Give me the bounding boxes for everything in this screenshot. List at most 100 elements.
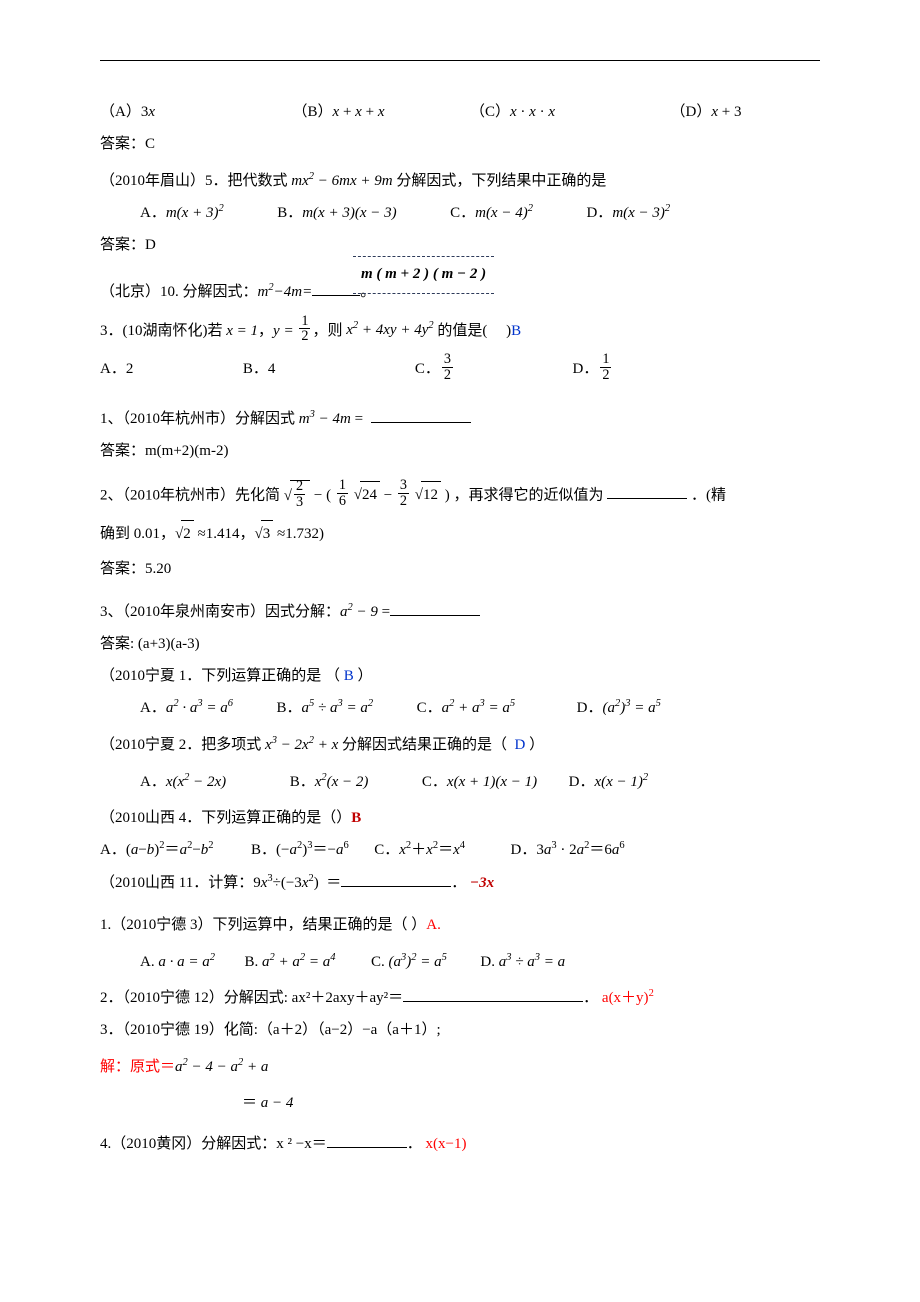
nx2-C-lead: C． — [422, 774, 447, 790]
nx1-answer: B — [344, 668, 354, 684]
nx1-options: A．a2 · a3 = a6 B．a5 ÷ a3 = a2 C．a2 + a3 … — [100, 694, 820, 723]
q0-D-lead: （D） — [671, 104, 712, 120]
nd3-answer: A. — [426, 917, 441, 933]
huaihua-C-lead: C． — [415, 361, 440, 377]
hz2-f1n: 2 — [294, 479, 305, 494]
sx4-A: A．(a−b)2＝a2−b2 — [100, 842, 214, 858]
huaihua-B: 4 — [268, 361, 276, 377]
nx1-tail: ） — [354, 668, 373, 684]
nx2-A-lead: A． — [140, 774, 166, 790]
nx1-A: a2 · a3 = a6 — [166, 700, 233, 716]
hg-answer: x(x−1) — [425, 1136, 466, 1152]
huaihua-d-den: 2 — [600, 367, 611, 383]
hg-lead: 4.（2010黄冈）分解因式：x ² −x＝ — [100, 1136, 327, 1152]
nx2-lead: （2010宁夏 2．把多项式 x3 − 2x2 + x 分解因式结果正确的是（ — [100, 737, 515, 753]
huaihua-c-num: 3 — [442, 352, 453, 367]
beijing-expr: m2−4m= — [258, 284, 313, 300]
meishan-src: （2010年眉山）5．把代数式 — [100, 173, 291, 189]
q0-D: x + 3 — [711, 104, 741, 120]
hz2-s3v: ≈1.732) — [273, 526, 324, 542]
hz2-sqrt3: √12 — [415, 481, 441, 510]
nd19-sol1-expr: a2 − 4 − a2 + a — [175, 1059, 268, 1075]
hz2-s2: 2 — [181, 520, 194, 549]
hz2-f1d: 3 — [294, 494, 305, 510]
nanan-stem: 3、（2010年泉州南安市）因式分解：a2 − 9 = — [100, 598, 820, 627]
sx4-B: B．(−a2)3＝−a6 — [251, 842, 349, 858]
q0-options: （A）3x （B）x + x + x （C）x · x · x （D）x + 3 — [100, 99, 820, 127]
hz2-cont-lead: 确到 0.01， — [100, 526, 175, 542]
q0-A-lead: （A） — [100, 104, 141, 120]
meishan-D-lead: D． — [586, 205, 612, 221]
q0-C-lead: （C） — [470, 104, 510, 120]
hg-line: 4.（2010黄冈）分解因式：x ² −x＝． x(x−1) — [100, 1131, 820, 1159]
nanan-answer: 答案: (a+3)(a-3) — [100, 631, 820, 659]
nd19-sol1-lead: 解：原式＝ — [100, 1059, 175, 1075]
sx11-line: （2010山西 11．计算：9x3÷(−3x2) ＝． −3x — [100, 869, 820, 898]
hz2-tail1: ，再求得它的近似值为 — [454, 487, 604, 503]
nd12-line: 2．（2010宁德 12）分解因式: ax²＋2axy＋ay²＝． a(x＋y)… — [100, 984, 820, 1013]
hz2-sqrt2: √24 — [354, 481, 380, 510]
nd19-sol1: 解：原式＝a2 − 4 − a2 + a — [100, 1053, 820, 1082]
huaihua-xeq: x = 1 — [226, 322, 258, 338]
hz2-sqrt1: √23 — [284, 480, 310, 512]
meishan-C: m(x − 4)2 — [475, 205, 533, 221]
huaihua-answer: B — [511, 322, 521, 338]
sx4-stem: （2010山西 4．下列运算正确的是（）B — [100, 805, 820, 833]
q0-B: x + x + x — [333, 104, 385, 120]
hz2-s3: 3 — [261, 520, 274, 549]
nanan-text: 3、（2010年泉州南安市）因式分解：a2 − 9 = — [100, 604, 390, 620]
nd3-A: A. a · a = a2 — [140, 954, 215, 970]
huaihua-d-num: 1 — [600, 352, 611, 367]
huaihua-yeq: y = — [273, 322, 297, 338]
nx1-lead: （2010宁夏 1．下列运算正确的是 （ — [100, 668, 344, 684]
meishan-C-lead: C． — [450, 205, 475, 221]
nx2-B: x2(x − 2) — [315, 774, 369, 790]
nx1-C: a2 + a3 = a5 — [442, 700, 516, 716]
hz2-f3d: 2 — [398, 493, 409, 509]
huaihua-stem: 3．(10湖南怀化)若 x = 1，y = 12，则 x2 + 4xy + 4y… — [100, 316, 820, 347]
huaihua-A-lead: A． — [100, 361, 126, 377]
nx1-stem: （2010宁夏 1．下列运算正确的是 （ B ） — [100, 663, 820, 691]
nanan-blank — [390, 601, 480, 616]
hz2-f2d: 6 — [337, 493, 348, 509]
sx11-lead: （2010山西 11．计算：9x3÷(−3x2) ＝ — [100, 875, 341, 891]
q0-answer: 答案：C — [100, 131, 820, 159]
huaihua-c-den: 2 — [442, 367, 453, 383]
nd12-lead: 2．（2010宁德 12）分解因式: ax²＋2axy＋ay²＝ — [100, 990, 403, 1006]
hz2-r3: 12 — [421, 481, 441, 510]
sx4-lead: （2010山西 4．下列运算正确的是（） — [100, 810, 351, 826]
nd3-B: B. a2 + a2 = a4 — [244, 954, 335, 970]
nd3-C: C. (a3)2 = a5 — [371, 954, 447, 970]
nx2-B-lead: B． — [290, 774, 315, 790]
nd3-options: A. a · a = a2 B. a2 + a2 = a4 C. (a3)2 =… — [100, 948, 820, 977]
huaihua-B-lead: B． — [243, 361, 268, 377]
nd19-sol2-expr: a − 4 — [261, 1095, 294, 1111]
hz1-answer: 答案：m(m+2)(m-2) — [100, 438, 820, 466]
header-rule — [100, 60, 820, 61]
nd12-period: ． — [583, 990, 598, 1006]
meishan-stem: （2010年眉山）5．把代数式 mx2 − 6mx + 9m 分解因式，下列结果… — [100, 167, 820, 196]
nx2-tail: ） — [525, 737, 544, 753]
beijing-line: （北京）10. 分解因式：m2−4m=。 m ( m + 2 ) ( m − 2… — [100, 274, 820, 312]
hz2-s2v: ≈1.414， — [194, 526, 255, 542]
hz2-lead: 2、（2010年杭州市）先化简 — [100, 487, 284, 503]
sx4-options: A．(a−b)2＝a2−b2 B．(−a2)3＝−a6 C．x2＋x2＝x4 D… — [100, 836, 820, 865]
meishan-B-lead: B． — [277, 205, 302, 221]
nd19-sol2-lead: ＝ — [242, 1095, 261, 1111]
nd19-stem: 3．（2010宁德 19）化简:（a＋2）（a−2）−a（a＋1）; — [100, 1017, 820, 1045]
sx4-D: D．3a3 · 2a2＝6a6 — [511, 842, 625, 858]
q0-A: 3x — [141, 104, 155, 120]
nx1-D-lead: D． — [577, 700, 603, 716]
sx11-blank — [341, 872, 451, 887]
meishan-tail: 分解因式，下列结果中正确的是 — [393, 173, 607, 189]
nx2-A: x(x2 − 2x) — [166, 774, 226, 790]
nd3-lead: 1.（2010宁德 3）下列运算中，结果正确的是（ ） — [100, 917, 426, 933]
beijing-lead: （北京）10. 分解因式： — [100, 284, 258, 300]
hz2-blank — [607, 484, 687, 499]
hz2-stem: 2、（2010年杭州市）先化简 √23 − ( 16 √24 − 32 √12 … — [100, 480, 820, 512]
huaihua-mid: ，则 x2 + 4xy + 4y2 的值是( ) — [312, 322, 511, 338]
meishan-A: m(x + 3)2 — [166, 205, 224, 221]
hg-blank — [327, 1133, 407, 1148]
nx2-options: A．x(x2 − 2x) B．x2(x − 2) C．x(x + 1)(x − … — [100, 768, 820, 797]
nx2-C: x(x + 1)(x − 1) — [447, 774, 537, 790]
